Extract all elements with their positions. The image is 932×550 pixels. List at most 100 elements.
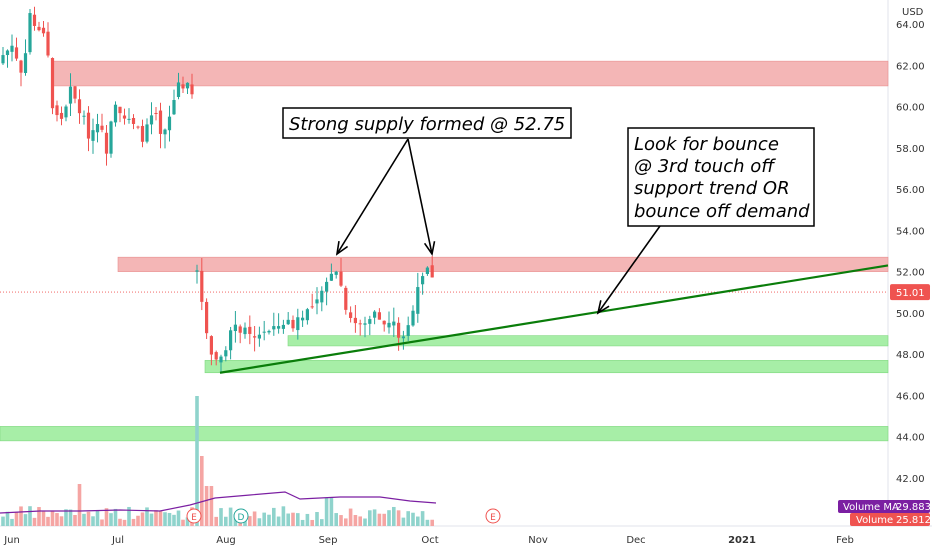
volume-bar [315, 512, 319, 526]
candle-body [95, 124, 100, 133]
volume-bar [219, 508, 223, 526]
time-axis[interactable]: Jun Jul Aug Sep Oct Nov Dec 2021 Feb [3, 535, 854, 546]
supply-zone [117, 256, 889, 272]
price-tick-label: 48.00 [896, 350, 925, 361]
supply-annotation-text: Strong supply formed @ 52.75 [289, 114, 565, 135]
arrow-to-second-high-head [423, 241, 436, 257]
candle-body [172, 100, 176, 115]
volume-bar [310, 519, 314, 526]
candle-body [91, 130, 95, 141]
volume-bar [131, 518, 136, 526]
candle-body [401, 336, 405, 339]
bounce-annotation-line: bounce off demand [634, 201, 810, 222]
candle-body [301, 317, 305, 321]
price-axis[interactable]: 64.00 62.00 60.00 58.00 56.00 54.00 52.00 50.00… [838, 20, 932, 526]
candle-body [286, 319, 290, 325]
candle-body [315, 299, 319, 304]
volume-bar [64, 509, 68, 526]
volume-bar [296, 513, 300, 526]
candle-body [86, 112, 91, 139]
volume-ma-text: Volume MA [843, 502, 899, 513]
volume-bar [348, 508, 353, 526]
volume-bar [387, 510, 391, 526]
candle-body [64, 106, 68, 118]
candle-body [325, 281, 329, 292]
bounce-annotation-box [627, 127, 815, 227]
arrow-to-first-high [336, 138, 409, 255]
volume-bar [109, 513, 113, 526]
bounce-annotation-line: @ 3rd touch off [634, 156, 776, 177]
demand-zone [0, 426, 889, 442]
candle-body [32, 14, 37, 26]
volume-bar [82, 513, 86, 526]
supply-annotation-box [282, 107, 572, 139]
volume-bar [195, 396, 199, 526]
candle-body [131, 117, 136, 124]
candle-body [224, 350, 228, 357]
volume-bar [181, 519, 185, 526]
volume-bar [41, 511, 46, 526]
volume-bar [32, 517, 37, 526]
volume-bar [416, 516, 420, 526]
candle-body [377, 312, 381, 320]
volume-bar [113, 508, 118, 526]
candle-body [238, 326, 242, 333]
volume-bar [167, 512, 172, 526]
candle-body [411, 310, 415, 326]
price-tick-label: 50.00 [896, 309, 925, 320]
candle-body [195, 270, 199, 272]
price-tick-label: 46.00 [896, 391, 925, 402]
candle-body [77, 99, 82, 114]
candle-body [209, 336, 213, 355]
volume-bar [46, 516, 50, 526]
candle-body [425, 267, 429, 274]
volume-bar [86, 511, 91, 526]
volume-bar [406, 511, 410, 526]
candle-body [46, 31, 50, 56]
volume-bar [176, 510, 181, 526]
volume-bar [37, 507, 41, 526]
volume-bar [401, 517, 406, 526]
volume-bar [104, 508, 109, 526]
volume-bar [262, 512, 266, 526]
candle-body [41, 27, 46, 34]
candle-body [291, 319, 295, 329]
candle-body [14, 47, 19, 59]
price-tick-label: 60.00 [896, 103, 925, 114]
volume-text: Volume [856, 515, 893, 526]
price-tick-label: 44.00 [896, 433, 925, 444]
time-tick-label: Feb [836, 535, 854, 546]
event-marker [186, 508, 202, 524]
volume-ma-line [0, 491, 437, 514]
time-tick-label: Oct [421, 535, 438, 546]
candles-layer [1, 6, 434, 373]
candle-body [329, 273, 333, 281]
volume-bar [377, 513, 382, 526]
volume-bar [396, 510, 401, 526]
time-tick-label: Sep [319, 535, 338, 546]
candle-body [397, 322, 401, 338]
volume-bar [158, 511, 163, 526]
price-tick-label: 64.00 [896, 20, 925, 31]
candle-body [430, 265, 434, 278]
volume-bar [372, 509, 377, 526]
candle-body [358, 323, 362, 325]
volume-bar [145, 507, 149, 526]
volume-bar [276, 516, 281, 526]
candle-body [344, 287, 348, 310]
candle-body [339, 271, 343, 286]
candle-body [406, 325, 410, 336]
volume-bar [272, 507, 276, 526]
volume-bar [224, 516, 228, 526]
candle-body [200, 270, 204, 302]
candle-body [10, 45, 14, 52]
lines-layer [0, 264, 889, 514]
candle-body [416, 287, 420, 314]
volume-bar [286, 513, 290, 526]
volume-bar [300, 519, 305, 526]
volume-bar [291, 512, 295, 526]
price-tick-label: 56.00 [896, 185, 925, 196]
candle-body [158, 110, 163, 134]
candle-body [219, 356, 223, 363]
